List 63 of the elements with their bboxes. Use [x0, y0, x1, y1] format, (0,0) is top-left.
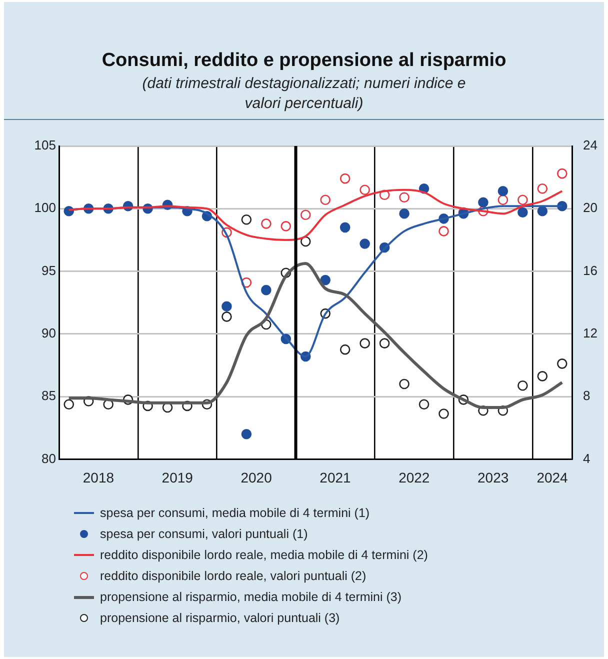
y-tick-label: 85	[42, 388, 56, 404]
point	[300, 210, 311, 220]
point	[241, 214, 252, 225]
legend-label: reddito disponibile lordo reale, media mobile di 4 termini (2)	[100, 548, 428, 562]
y-tick-label: 100	[34, 200, 56, 216]
point	[360, 238, 370, 249]
y2-tick-label: 12	[583, 326, 598, 340]
y2-tick-label: 8	[583, 388, 590, 404]
point	[300, 236, 311, 247]
point	[498, 194, 508, 206]
x-tick-label: 2021	[320, 469, 352, 486]
point	[537, 371, 548, 382]
x-tick-label: 2020	[240, 469, 272, 486]
x-tick-label: 2022	[398, 469, 430, 486]
point	[320, 194, 331, 206]
point	[261, 284, 272, 296]
y-tick-label: 105	[34, 138, 56, 153]
legend-label: spesa per consumi, media mobile di 4 termini (1)	[100, 506, 370, 520]
point	[340, 344, 350, 355]
point	[379, 338, 390, 348]
x-tick-label: 2018	[82, 469, 114, 486]
point	[64, 399, 74, 410]
point	[280, 221, 292, 232]
point	[478, 197, 488, 208]
y-tick-label: 80	[42, 450, 56, 466]
point	[399, 192, 410, 203]
point	[556, 168, 568, 179]
point	[438, 226, 449, 236]
point	[360, 338, 370, 348]
point	[556, 358, 568, 369]
point	[498, 186, 508, 196]
y2-tick-label: 4	[583, 450, 590, 466]
x-tick-label: 2024	[536, 469, 568, 486]
point	[241, 428, 252, 440]
point	[518, 380, 528, 391]
point	[537, 183, 548, 194]
point	[222, 301, 232, 312]
legend-label: propensione al risparmio, valori puntuali (3)	[100, 610, 340, 624]
point	[418, 399, 430, 410]
point	[222, 312, 232, 322]
point	[399, 208, 410, 219]
point	[518, 207, 528, 218]
y2-tick-label: 20	[583, 200, 598, 216]
point	[438, 408, 449, 419]
x-tick-label: 2019	[162, 469, 194, 486]
point	[518, 194, 528, 206]
point	[360, 184, 370, 195]
x-tick-label: 2023	[478, 469, 509, 486]
point	[340, 222, 350, 233]
point	[261, 218, 272, 229]
chart-title: Consumi, reddito e propensione al risparmio	[100, 50, 508, 72]
y-tick-label: 95	[42, 262, 56, 278]
y-tick-label: 90	[42, 326, 56, 340]
legend-label: reddito disponibile lordo reale, valori puntuali (2)	[100, 568, 366, 582]
y2-tick-label: 16	[583, 262, 598, 278]
point	[399, 378, 410, 390]
chart-subtitle: (dati trimestrali destagionalizzati; numeri indice e valori percentuali)	[141, 74, 467, 114]
y2-tick-label: 24	[583, 138, 598, 153]
legend-label: spesa per consumi, valori puntuali (1)	[100, 526, 308, 540]
point	[320, 274, 331, 286]
point	[340, 173, 350, 184]
point	[537, 206, 548, 216]
legend-label: propensione al risparmio, media mobile di 4 termini (3)	[100, 590, 402, 604]
